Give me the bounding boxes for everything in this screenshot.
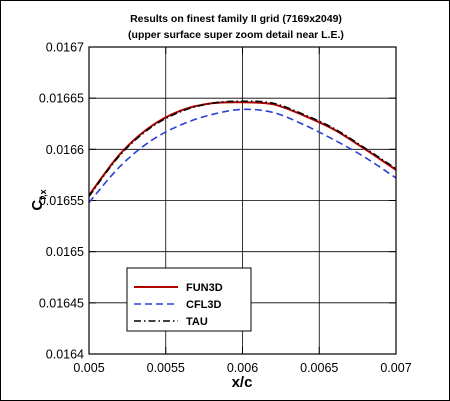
x-tick-label: 0.0065 <box>300 361 338 375</box>
x-tick-label: 0.005 <box>73 361 104 375</box>
axis-ticks: 0.005 0.0055 0.006 0.0065 0.007 0.0164 0.01645… <box>39 41 412 376</box>
y-axis-label-group: Cf,x <box>29 189 48 210</box>
legend: FUN3D CFL3D TAU <box>126 267 252 332</box>
y-tick-label: 0.01655 <box>39 194 84 208</box>
y-axis-label-main: C <box>29 200 46 211</box>
chart-title: Results on finest family II grid (7169x2… <box>130 13 342 25</box>
series-lines <box>88 100 397 204</box>
legend-label-cfl3d: CFL3D <box>186 299 222 311</box>
y-tick-label: 0.0165 <box>46 245 84 259</box>
x-tick-label: 0.006 <box>227 361 258 375</box>
y-tick-label: 0.01665 <box>39 92 84 106</box>
series-line-tau <box>88 100 397 197</box>
y-tick-label: 0.01645 <box>39 296 84 310</box>
y-tick-label: 0.0164 <box>46 348 84 362</box>
y-axis-label-subscript: f,x <box>38 189 48 200</box>
legend-label-fun3d: FUN3D <box>186 282 223 294</box>
legend-box <box>126 267 252 332</box>
y-axis-label: Cf,x <box>29 189 48 210</box>
x-tick-label: 0.0055 <box>147 361 185 375</box>
y-tick-label: 0.0167 <box>46 41 84 55</box>
chart-subtitle: (upper surface super zoom detail near L.… <box>128 29 344 41</box>
y-tick-label: 0.0166 <box>46 143 84 157</box>
plot-area-border <box>88 46 397 355</box>
x-axis-label: x/c <box>232 374 253 391</box>
series-line-fun3d <box>88 101 397 196</box>
x-tick-label: 0.007 <box>380 361 411 375</box>
legend-label-tau: TAU <box>186 316 208 328</box>
